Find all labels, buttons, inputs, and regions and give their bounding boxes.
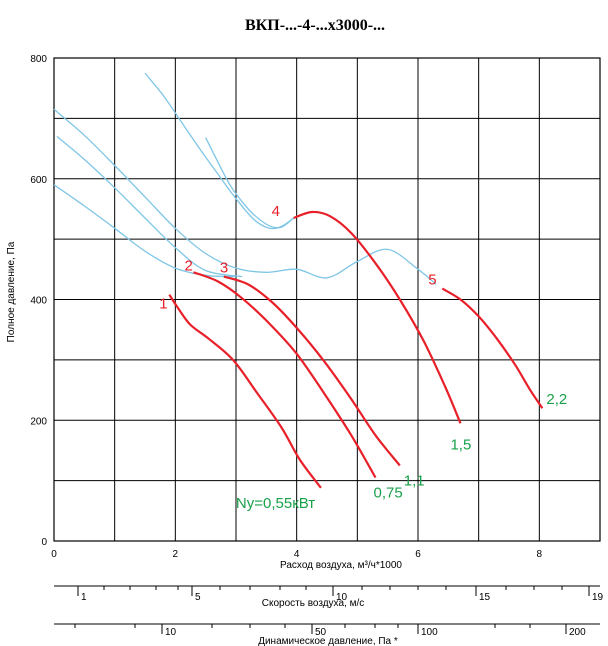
dynamic-pressure-axis: 10 50 100 200 [54,623,600,638]
dynamic-pressure-axis-label: Динамическое давление, Па * [258,636,398,646]
curve-number-label: 1 [159,296,167,313]
secondary-tick-label: 50 [315,627,327,638]
x-tick-label: 8 [537,549,543,560]
curve-number-label: 3 [220,260,228,277]
fan-curve-1 [168,294,322,489]
secondary-tick-label: 100 [421,627,438,638]
system-curve [205,137,295,229]
system-curve [56,135,243,278]
fan-curve-4 [293,210,462,424]
fan-curves: 1 Ny=0,55кВт 2 0,75 3 1,1 4 1,5 5 2,2 [159,203,567,512]
secondary-tick-label: 19 [592,592,604,603]
curve-number-label: 4 [272,203,280,220]
secondary-tick-label: 10 [336,592,348,603]
y-axis-label: Полное давление, Па [6,241,17,342]
x-tick-labels: 0 2 4 6 8 [51,549,542,560]
chart-title: ВКП-...-4-...х3000-... [245,17,385,34]
power-label: 1,5 [450,436,471,453]
x-axis-label: Расход воздуха, м³/ч*1000 [280,560,402,571]
x-tick-label: 0 [51,549,57,560]
fan-curve-2 [193,271,377,479]
power-label: 2,2 [546,391,567,408]
fan-curve-5 [441,287,544,409]
y-tick-label: 0 [41,537,47,548]
system-curve [53,184,237,278]
secondary-tick-label: 15 [479,592,491,603]
y-tick-label: 400 [30,296,47,307]
x-tick-label: 6 [415,549,421,560]
y-tick-labels: 0 200 400 600 800 [30,54,47,548]
y-tick-label: 200 [30,416,47,427]
power-label: 1,1 [404,473,425,490]
speed-axis-label: Скорость воздуха, м/с [262,598,364,609]
system-curves [53,72,437,285]
power-label: 0,75 [374,485,403,502]
y-tick-label: 800 [30,54,47,65]
grid [53,57,601,542]
y-tick-label: 600 [30,175,47,186]
secondary-tick-label: 200 [569,627,586,638]
power-label: Ny=0,55кВт [236,495,315,512]
secondary-tick-label: 5 [195,592,201,603]
fan-curve-3 [223,275,401,467]
curve-number-label: 5 [428,272,436,289]
x-tick-label: 4 [294,549,300,560]
speed-axis: 1 5 10 15 19 [54,585,604,603]
curve-number-label: 2 [185,257,193,274]
secondary-tick-label: 1 [81,592,87,603]
system-curve [144,72,294,230]
system-curve [53,108,437,285]
secondary-tick-label: 10 [165,627,177,638]
x-tick-label: 2 [173,549,179,560]
